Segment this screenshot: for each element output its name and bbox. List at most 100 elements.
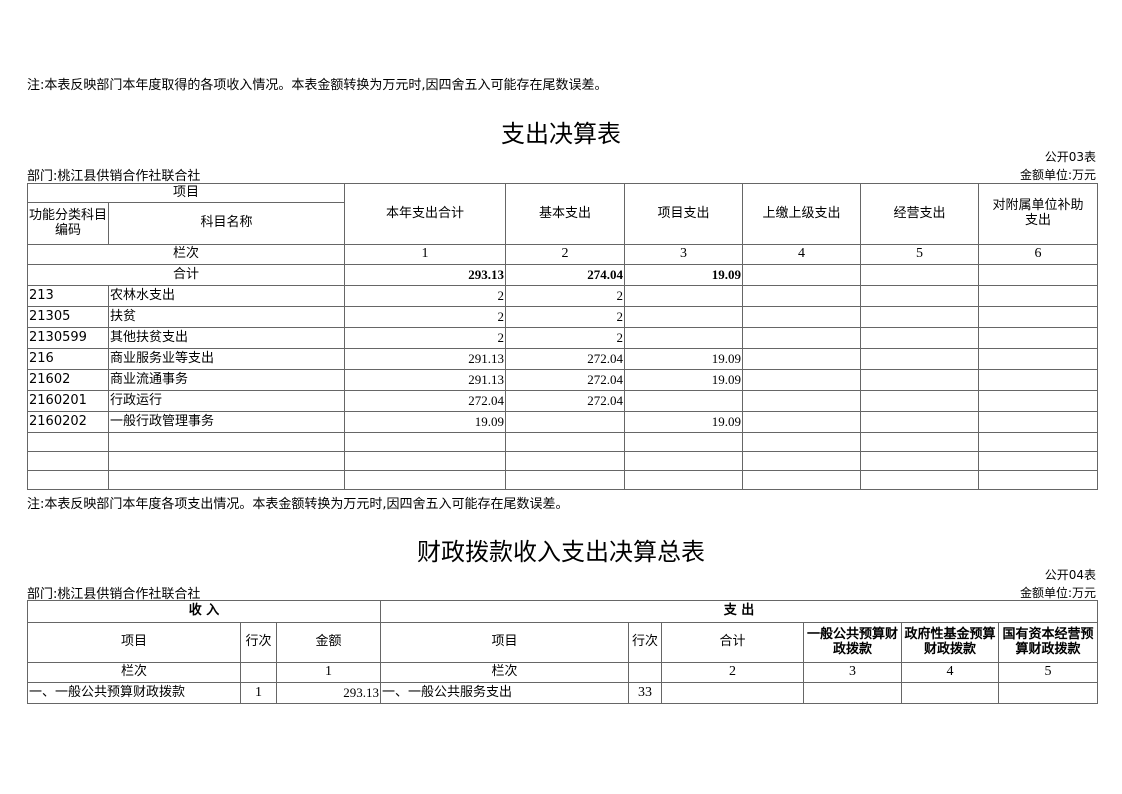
lanci-cell: 栏次 — [27, 662, 241, 683]
row-value: 2 — [505, 285, 626, 307]
row-value — [624, 285, 744, 307]
row-value: 2 — [505, 306, 626, 328]
row-value — [742, 470, 862, 490]
col-header: 金额 — [275, 622, 382, 663]
row-code: 21602 — [27, 369, 109, 391]
row-name — [107, 432, 346, 452]
row-name: 商业服务业等支出 — [107, 348, 346, 370]
table-code: 公开03表 — [1044, 150, 1096, 164]
row-code: 2130599 — [27, 327, 109, 349]
row-cell — [901, 682, 1000, 704]
col-header: 本年支出合计 — [344, 183, 507, 245]
col-header: 行次 — [628, 622, 663, 663]
col-header: 上缴上级支出 — [742, 183, 862, 245]
total-value: 274.04 — [505, 264, 626, 286]
header-code: 功能分类科目编码 — [27, 202, 109, 245]
row-value — [978, 306, 1099, 328]
row-value — [624, 306, 744, 328]
row-value — [860, 390, 980, 412]
col-header: 合计 — [661, 622, 805, 663]
row-value — [505, 411, 626, 433]
row-cell: 一、一般公共预算财政拨款 — [27, 682, 241, 704]
col-header: 一般公共预算财政拨款 — [803, 622, 903, 663]
lanci-cell: 栏次 — [380, 662, 630, 683]
row-name — [107, 451, 346, 471]
row-cell — [998, 682, 1099, 704]
row-value — [742, 327, 862, 349]
col-header: 政府性基金预算财政拨款 — [901, 622, 1000, 663]
row-value — [978, 327, 1099, 349]
row-value — [505, 451, 626, 471]
col-header: 对附属单位补助支出 — [978, 183, 1099, 245]
table-row: 21602 商业流通事务 291.13 272.04 19.09 — [27, 369, 1099, 391]
row-value — [860, 432, 980, 452]
row-value: 272.04 — [344, 390, 507, 412]
header-name: 科目名称 — [107, 202, 346, 245]
row-value — [860, 306, 980, 328]
col-num: 3 — [624, 244, 744, 265]
total-value — [742, 264, 862, 286]
row-value: 19.09 — [344, 411, 507, 433]
row-value — [978, 470, 1099, 490]
row-value — [860, 369, 980, 391]
row-value — [742, 285, 862, 307]
row-value: 2 — [344, 327, 507, 349]
col-header: 项目 — [380, 622, 630, 663]
header-item: 项目 — [26, 183, 346, 203]
row-value — [742, 369, 862, 391]
row-value — [344, 432, 507, 452]
col-num: 4 — [742, 244, 862, 265]
row-code: 21305 — [27, 306, 109, 328]
department-label: 部门:桃江县供销合作社联合社 — [27, 169, 201, 184]
lanci-cell: 3 — [803, 662, 903, 683]
row-value — [624, 327, 744, 349]
col-header: 项目 — [27, 622, 241, 663]
row-value: 19.09 — [624, 369, 744, 391]
row-code: 216 — [27, 348, 109, 370]
row-cell: 1 — [240, 682, 277, 704]
table-row: 213 农林水支出 2 2 — [27, 285, 1099, 307]
row-name: 行政运行 — [107, 390, 346, 412]
table-row: 2160202 一般行政管理事务 19.09 19.09 — [27, 411, 1099, 433]
row-value — [860, 327, 980, 349]
col-header: 基本支出 — [505, 183, 626, 245]
row-value: 291.13 — [344, 348, 507, 370]
row-cell — [803, 682, 903, 704]
row-value — [978, 348, 1099, 370]
unit-label: 金额单位:万元 — [1019, 168, 1096, 182]
top-note: 注:本表反映部门本年度取得的各项收入情况。本表金额转换为万元时,因四舍五入可能存… — [27, 78, 608, 93]
row-code: 213 — [27, 285, 109, 307]
table-row — [27, 432, 1099, 452]
row-value — [742, 432, 862, 452]
row-cell: 293.13 — [275, 682, 382, 704]
row-name: 扶贫 — [107, 306, 346, 328]
row-value — [624, 432, 744, 452]
col-header: 项目支出 — [624, 183, 744, 245]
row-value: 291.13 — [344, 369, 507, 391]
row-value — [742, 348, 862, 370]
table-row — [27, 451, 1099, 471]
row-value: 19.09 — [624, 348, 744, 370]
row-name: 农林水支出 — [107, 285, 346, 307]
table-row: 21305 扶贫 2 2 — [27, 306, 1099, 328]
row-code — [27, 451, 109, 471]
row-value — [624, 470, 744, 490]
page-title: 支出决算表 — [501, 120, 621, 148]
row-value: 272.04 — [505, 369, 626, 391]
department-label-2: 部门:桃江县供销合作社联合社 — [27, 587, 201, 602]
row-value — [624, 451, 744, 471]
lanci-cell — [628, 662, 663, 683]
row-value — [978, 411, 1099, 433]
row-value — [742, 451, 862, 471]
page-title-2: 财政拨款收入支出决算总表 — [417, 538, 705, 566]
lanci-cell — [240, 662, 277, 683]
lanci-cell: 4 — [901, 662, 1000, 683]
row-value — [624, 390, 744, 412]
row-name — [107, 470, 346, 490]
total-value — [860, 264, 980, 286]
fiscal-summary-table: 收 入支 出 项目 行次 金额 项目 行次 合计 一般公共预算财政拨款 政府性基金预算财政拨款… — [26, 600, 1099, 704]
table-row: 216 商业服务业等支出 291.13 272.04 19.09 — [27, 348, 1099, 370]
row-value — [860, 451, 980, 471]
row-value — [978, 451, 1099, 471]
row-value: 2 — [505, 327, 626, 349]
